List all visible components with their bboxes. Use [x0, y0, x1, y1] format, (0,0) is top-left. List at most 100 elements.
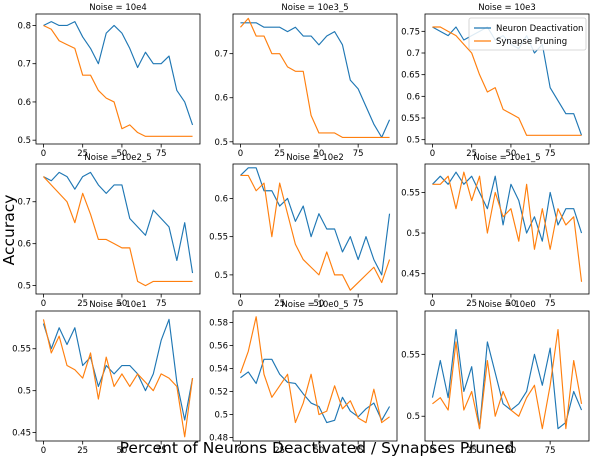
x-tick-label: 0	[41, 446, 46, 456]
subplot-title: Noise = 10e0_5	[281, 300, 348, 310]
series-neuron-deactivation-line	[43, 21, 194, 126]
y-tick-label: 0.5	[214, 138, 228, 148]
y-tick-label: 0.8	[17, 21, 31, 31]
subplot-grid: Noise = 10e4 0 25 50 75 0.5 0.6 0.7 0.8 Noise = 1…	[12, 3, 590, 456]
subplot-title: Noise = 10e3	[478, 3, 536, 13]
series-synapse-pruning-line	[240, 174, 391, 291]
y-tick-label: 0.7	[406, 49, 420, 59]
series-neuron-deactivation-line	[42, 318, 194, 421]
x-tick-label: 50	[117, 299, 128, 309]
y-tick-label: 0.55	[401, 114, 420, 124]
x-tick-label: 50	[117, 149, 128, 159]
x-tick-label: 75	[545, 446, 556, 456]
y-tick-label: 0.52	[209, 388, 228, 398]
series-neuron-deactivation-line	[432, 171, 583, 242]
x-tick-label: 0	[430, 299, 435, 309]
x-tick-label: 75	[353, 299, 364, 309]
x-tick-label: 25	[274, 299, 285, 309]
series-neuron-deactivation-line	[43, 171, 194, 274]
axes-frame	[424, 163, 590, 295]
axes-frame	[424, 310, 590, 442]
y-tick-label: 0.5	[17, 282, 31, 292]
series-synapse-pruning-line	[432, 171, 583, 282]
x-tick-label: 25	[274, 149, 285, 159]
series-synapse-pruning-line	[42, 319, 194, 438]
axes-frame	[232, 310, 398, 442]
subplot-title: Noise = 10e0	[478, 300, 536, 310]
y-tick-label: 0.6	[17, 98, 31, 108]
subplot-title: Noise = 10e2_5	[84, 153, 151, 163]
x-tick-label: 0	[430, 149, 435, 159]
axes-frame	[232, 163, 398, 295]
x-tick-label: 75	[156, 446, 167, 456]
legend-label: Synapse Pruning	[496, 37, 567, 47]
legend-box	[468, 17, 587, 51]
x-tick-label: 50	[314, 299, 325, 309]
y-tick-label: 0.6	[214, 194, 228, 204]
subplot-4: Noise = 10e2_5 0 25 50 75 0.5 0.6 0.7	[17, 153, 201, 309]
subplot-9: Noise = 10e0 0 25 50 75 0.5 0.55	[401, 300, 590, 456]
y-tick-label: 0.55	[209, 233, 228, 243]
y-tick-label: 0.55	[401, 188, 420, 198]
subplot-title: Noise = 10e3_5	[281, 3, 348, 13]
series-synapse-pruning-line	[43, 176, 193, 287]
y-tick-label: 0.45	[401, 270, 420, 280]
subplot-2: Noise = 10e3_5 0 25 50 75 0.5 0.6 0.7	[214, 3, 398, 159]
y-tick-label: 0.6	[17, 240, 31, 250]
y-tick-label: 0.5	[406, 412, 420, 422]
x-tick-label: 75	[353, 149, 364, 159]
x-tick-label: 25	[466, 149, 477, 159]
axes-frame	[35, 163, 201, 295]
subplot-8: Noise = 10e0_5 0 25 50 75 0.48 0.5 0.52 0.54 0.56…	[209, 300, 398, 456]
series-synapse-pruning-line	[432, 328, 583, 430]
x-tick-label: 50	[314, 149, 325, 159]
subplot-title: Noise = 10e4	[89, 3, 147, 13]
y-tick-label: 0.7	[214, 50, 228, 60]
series-neuron-deactivation-line	[240, 358, 391, 424]
axes-frame	[232, 13, 398, 145]
x-tick-label: 75	[353, 446, 364, 456]
y-tick-label: 0.5	[214, 411, 228, 421]
x-tick-label: 75	[545, 299, 556, 309]
series-synapse-pruning-line	[43, 24, 193, 137]
y-tick-label: 0.55	[401, 350, 420, 360]
x-tick-label: 0	[238, 149, 243, 159]
x-tick-label: 0	[238, 299, 243, 309]
y-tick-label: 0.5	[406, 136, 420, 146]
y-tick-label: 0.58	[209, 319, 228, 329]
subplot-7: Noise = 10e1 0 25 50 75 0.45 0.5 0.55	[12, 300, 201, 456]
y-tick-label: 0.5	[17, 387, 31, 397]
legend-label: Neuron Deactivation	[496, 24, 583, 34]
x-tick-label: 25	[466, 446, 477, 456]
axes-frame	[35, 310, 201, 442]
series-synapse-pruning-line	[240, 17, 390, 138]
x-tick-label: 75	[545, 149, 556, 159]
x-tick-label: 25	[77, 446, 88, 456]
y-tick-label: 0.5	[17, 136, 31, 146]
series-synapse-pruning-line	[239, 316, 390, 424]
y-tick-label: 0.6	[406, 92, 420, 102]
axes-frame	[424, 13, 590, 145]
x-tick-label: 50	[506, 299, 517, 309]
x-tick-label: 25	[77, 299, 88, 309]
axes-frame	[35, 13, 201, 145]
x-tick-label: 25	[274, 446, 285, 456]
y-tick-label: 0.48	[209, 434, 228, 444]
series-neuron-deactivation-line	[431, 328, 583, 430]
x-tick-label: 50	[506, 149, 517, 159]
x-tick-label: 25	[466, 299, 477, 309]
subplot-6: Noise = 10e1_5 0 25 50 75 0.45 0.5 0.55	[401, 153, 590, 309]
x-tick-label: 0	[41, 299, 46, 309]
x-tick-label: 0	[430, 446, 435, 456]
y-tick-label: 0.75	[401, 27, 420, 37]
subplot-title: Noise = 10e1_5	[473, 153, 540, 163]
x-tick-label: 25	[77, 149, 88, 159]
y-tick-label: 0.6	[214, 94, 228, 104]
subplot-title: Noise = 10e1	[89, 300, 147, 310]
x-tick-label: 75	[156, 299, 167, 309]
x-tick-label: 50	[506, 446, 517, 456]
y-tick-label: 0.65	[401, 71, 420, 81]
y-tick-label: 0.7	[17, 60, 31, 70]
y-tick-label: 0.7	[17, 198, 31, 208]
x-tick-label: 75	[156, 149, 167, 159]
